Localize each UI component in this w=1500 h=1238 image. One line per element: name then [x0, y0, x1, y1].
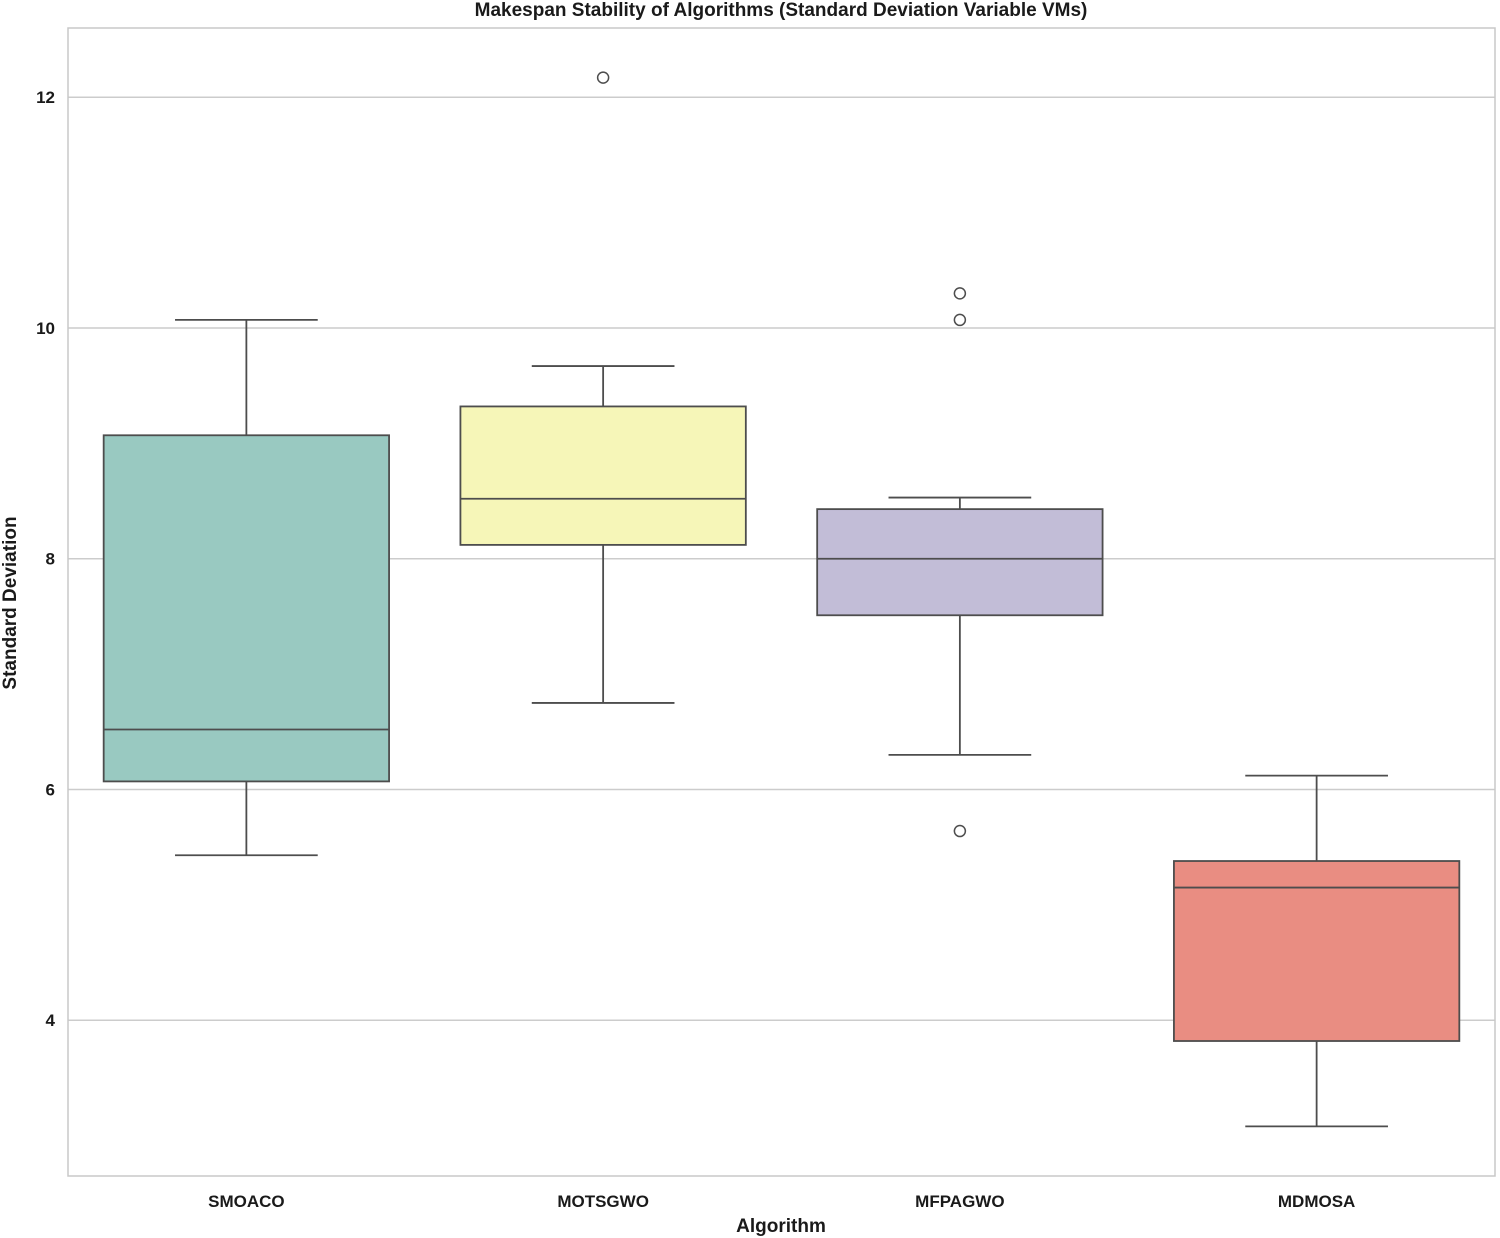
y-axis-ticks: 4 6 8 10 12	[36, 88, 55, 1030]
iqr-box	[1173, 860, 1461, 1042]
x-tick-label: MFPAGWO	[915, 1192, 1004, 1211]
box-smoaco	[102, 319, 390, 857]
y-tick-label: 12	[36, 88, 55, 107]
y-tick-label: 10	[36, 319, 55, 338]
outlier-point	[596, 71, 610, 84]
x-axis-ticks: SMOACO MOTSGWO MFPAGWO MDMOSA	[208, 1192, 1355, 1211]
y-axis-label: Standard Deviation	[0, 516, 21, 689]
box-motsgwo	[459, 71, 747, 704]
chart-title: Makespan Stability of Algorithms (Standa…	[475, 0, 1088, 21]
outlier-point	[953, 287, 967, 300]
x-tick-label: MOTSGWO	[557, 1192, 649, 1211]
y-tick-label: 8	[46, 550, 55, 569]
iqr-box	[816, 508, 1104, 617]
iqr-box	[102, 434, 390, 783]
outlier-point	[953, 313, 967, 327]
x-tick-label: MDMOSA	[1278, 1192, 1355, 1211]
y-tick-label: 6	[46, 780, 55, 799]
plot-frame	[67, 27, 1496, 1177]
box-mfpagwo	[816, 287, 1104, 838]
x-axis-label: Algorithm	[736, 1216, 826, 1237]
outlier-point	[953, 824, 967, 838]
box-mdmosa	[1173, 774, 1461, 1128]
boxes	[102, 71, 1461, 1128]
iqr-box	[459, 405, 747, 546]
x-tick-label: SMOACO	[208, 1192, 285, 1211]
y-tick-label: 4	[46, 1011, 56, 1030]
